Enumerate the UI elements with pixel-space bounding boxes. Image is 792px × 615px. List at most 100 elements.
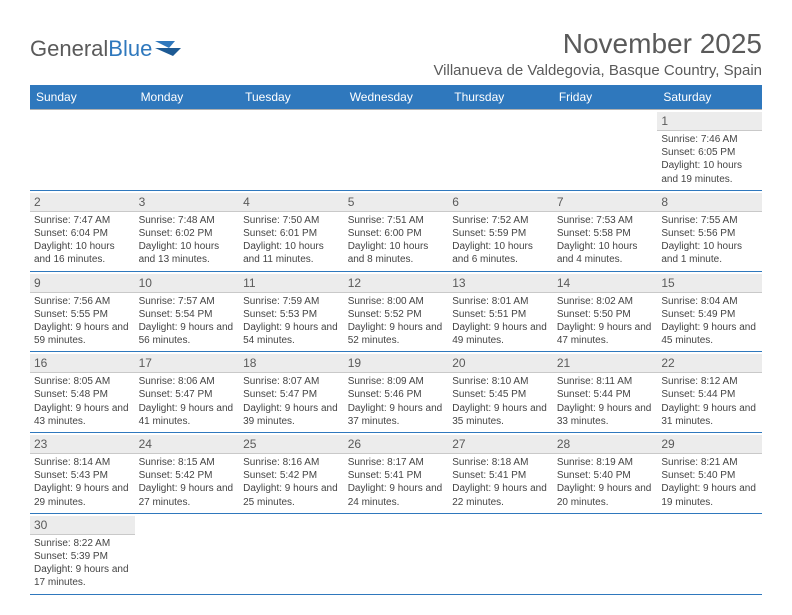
day-info: Sunrise: 7:56 AMSunset: 5:55 PMDaylight:…	[34, 295, 131, 348]
day-cell: 25Sunrise: 8:16 AMSunset: 5:42 PMDayligh…	[239, 433, 344, 514]
day-info: Sunrise: 7:59 AMSunset: 5:53 PMDaylight:…	[243, 295, 340, 348]
day-info: Sunrise: 8:18 AMSunset: 5:41 PMDaylight:…	[452, 456, 549, 509]
empty-cell	[553, 513, 658, 594]
sunrise-line: Sunrise: 8:10 AM	[452, 375, 549, 388]
day-cell: 9Sunrise: 7:56 AMSunset: 5:55 PMDaylight…	[30, 271, 135, 352]
empty-cell	[135, 513, 240, 594]
day-cell: 7Sunrise: 7:53 AMSunset: 5:58 PMDaylight…	[553, 190, 658, 271]
day-cell: 29Sunrise: 8:21 AMSunset: 5:40 PMDayligh…	[657, 433, 762, 514]
day-info: Sunrise: 7:48 AMSunset: 6:02 PMDaylight:…	[139, 214, 236, 267]
day-cell: 23Sunrise: 8:14 AMSunset: 5:43 PMDayligh…	[30, 433, 135, 514]
sunset-line: Sunset: 5:49 PM	[661, 308, 758, 321]
daylight-line: Daylight: 9 hours and 33 minutes.	[557, 402, 654, 428]
daylight-line: Daylight: 9 hours and 24 minutes.	[348, 482, 445, 508]
day-cell: 22Sunrise: 8:12 AMSunset: 5:44 PMDayligh…	[657, 352, 762, 433]
location-text: Villanueva de Valdegovia, Basque Country…	[433, 62, 762, 79]
day-number: 15	[657, 274, 762, 293]
sunrise-line: Sunrise: 8:14 AM	[34, 456, 131, 469]
day-number: 11	[239, 274, 344, 293]
week-row: 30Sunrise: 8:22 AMSunset: 5:39 PMDayligh…	[30, 513, 762, 594]
day-number: 17	[135, 354, 240, 373]
sunset-line: Sunset: 5:42 PM	[243, 469, 340, 482]
day-number: 5	[344, 193, 449, 212]
day-number: 26	[344, 435, 449, 454]
daylight-line: Daylight: 9 hours and 17 minutes.	[34, 563, 131, 589]
sunset-line: Sunset: 6:01 PM	[243, 227, 340, 240]
empty-cell	[135, 110, 240, 191]
day-number: 10	[135, 274, 240, 293]
week-row: 23Sunrise: 8:14 AMSunset: 5:43 PMDayligh…	[30, 433, 762, 514]
daylight-line: Daylight: 9 hours and 22 minutes.	[452, 482, 549, 508]
day-cell: 18Sunrise: 8:07 AMSunset: 5:47 PMDayligh…	[239, 352, 344, 433]
sunrise-line: Sunrise: 8:04 AM	[661, 295, 758, 308]
sunset-line: Sunset: 5:41 PM	[348, 469, 445, 482]
day-number: 1	[657, 112, 762, 131]
sunset-line: Sunset: 5:40 PM	[661, 469, 758, 482]
day-number: 21	[553, 354, 658, 373]
week-row: 2 Sunrise: 7:47 AMSunset: 6:04 PM Daylight…	[30, 190, 762, 271]
daylight-line: Daylight: 9 hours and 37 minutes.	[348, 402, 445, 428]
day-number: 13	[448, 274, 553, 293]
day-number: 28	[553, 435, 658, 454]
week-row: 9Sunrise: 7:56 AMSunset: 5:55 PMDaylight…	[30, 271, 762, 352]
daylight-line: Daylight: 9 hours and 29 minutes.	[34, 482, 131, 508]
day-cell: 28 Sunrise: 8:19 AMSunset: 5:40 PMDayligh…	[553, 433, 658, 514]
dayname-header: Saturday	[657, 85, 762, 110]
day-info: Sunrise: 7:52 AMSunset: 5:59 PMDaylight:…	[452, 214, 549, 267]
sunrise-line: Sunrise: 8:19 AM	[557, 456, 654, 469]
day-number: 3	[135, 193, 240, 212]
empty-cell	[30, 110, 135, 191]
daylight-line: Daylight: 9 hours and 49 minutes.	[452, 321, 549, 347]
day-number: 4	[239, 193, 344, 212]
daylight-line: Daylight: 10 hours and 8 minutes.	[348, 240, 445, 266]
sunset-line: Sunset: 5:42 PM	[139, 469, 236, 482]
day-info: Sunrise: 8:06 AMSunset: 5:47 PMDaylight:…	[139, 375, 236, 428]
day-cell: 14Sunrise: 8:02 AMSunset: 5:50 PMDayligh…	[553, 271, 658, 352]
sunset-line: Sunset: 5:55 PM	[34, 308, 131, 321]
day-info: Sunrise: 8:12 AMSunset: 5:44 PMDaylight:…	[661, 375, 758, 428]
daylight-line: Daylight: 9 hours and 52 minutes.	[348, 321, 445, 347]
sunset-line: Sunset: 5:46 PM	[348, 388, 445, 401]
day-cell: 6 Sunrise: 7:52 AMSunset: 5:59 PMDaylight…	[448, 190, 553, 271]
title-block: November 2025 Villanueva de Valdegovia, …	[433, 28, 762, 79]
day-cell: 16Sunrise: 8:05 AMSunset: 5:48 PMDayligh…	[30, 352, 135, 433]
day-number: 24	[135, 435, 240, 454]
sunrise-line: Sunrise: 8:18 AM	[452, 456, 549, 469]
day-number: 27	[448, 435, 553, 454]
sunrise-line: Sunrise: 8:06 AM	[139, 375, 236, 388]
sunrise-line: Sunrise: 8:15 AM	[139, 456, 236, 469]
day-number: 25	[239, 435, 344, 454]
daylight-line: Daylight: 9 hours and 25 minutes.	[243, 482, 340, 508]
sunrise-line: Sunrise: 8:02 AM	[557, 295, 654, 308]
day-info: Sunrise: 7:50 AMSunset: 6:01 PMDaylight:…	[243, 214, 340, 267]
day-cell: 11 Sunrise: 7:59 AMSunset: 5:53 PMDayligh…	[239, 271, 344, 352]
day-number: 2	[30, 193, 135, 212]
sunset-line: Sunset: 5:41 PM	[452, 469, 549, 482]
daylight-line: Daylight: 9 hours and 43 minutes.	[34, 402, 131, 428]
sunset-line: Sunset: 5:58 PM	[557, 227, 654, 240]
sunrise-line: Sunrise: 7:53 AM	[557, 214, 654, 227]
day-number: 14	[553, 274, 658, 293]
sunrise-line: Sunrise: 7:47 AM	[34, 214, 131, 227]
sunset-line: Sunset: 5:47 PM	[243, 388, 340, 401]
header: GeneralBlue November 2025 Villanueva de …	[30, 28, 762, 79]
logo-text-general: General	[30, 36, 108, 62]
sunset-line: Sunset: 5:51 PM	[452, 308, 549, 321]
day-info: Sunrise: 8:10 AMSunset: 5:45 PMDaylight:…	[452, 375, 549, 428]
day-cell: 3 Sunrise: 7:48 AMSunset: 6:02 PMDaylight…	[135, 190, 240, 271]
calendar-table: SundayMondayTuesdayWednesdayThursdayFrid…	[30, 85, 762, 595]
sunrise-line: Sunrise: 8:00 AM	[348, 295, 445, 308]
day-info: Sunrise: 8:19 AMSunset: 5:40 PMDaylight:…	[557, 456, 654, 509]
sunset-line: Sunset: 5:56 PM	[661, 227, 758, 240]
dayname-header: Monday	[135, 85, 240, 110]
sunrise-line: Sunrise: 8:05 AM	[34, 375, 131, 388]
sunrise-line: Sunrise: 7:48 AM	[139, 214, 236, 227]
daylight-line: Daylight: 9 hours and 45 minutes.	[661, 321, 758, 347]
day-cell: 12Sunrise: 8:00 AMSunset: 5:52 PMDayligh…	[344, 271, 449, 352]
sunset-line: Sunset: 6:04 PM	[34, 227, 131, 240]
week-row: 1Sunrise: 7:46 AMSunset: 6:05 PMDaylight…	[30, 110, 762, 191]
dayname-header: Wednesday	[344, 85, 449, 110]
empty-cell	[448, 513, 553, 594]
day-cell: 1Sunrise: 7:46 AMSunset: 6:05 PMDaylight…	[657, 110, 762, 191]
day-number: 6	[448, 193, 553, 212]
